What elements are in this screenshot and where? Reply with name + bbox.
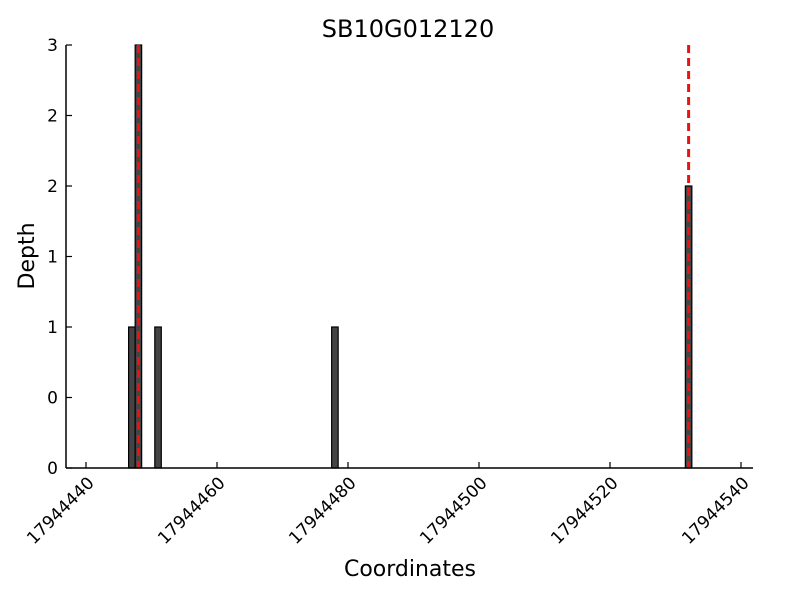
y-ticks-group: 0 0 1 1 2 2 3 [47, 36, 72, 479]
y-tick-label-2: 1 [47, 318, 58, 338]
axes-group [65, 45, 753, 469]
y-tick-label-4: 2 [47, 177, 58, 197]
x-ticks-group: 17944440 17944460 17944480 17944500 17944520… [23, 462, 754, 549]
y-tick-label-5: 2 [47, 107, 58, 127]
x-tick-label-5: 17944540 [678, 473, 753, 548]
y-axis-label: Depth [15, 222, 40, 289]
x-axis-label: Coordinates [344, 557, 476, 582]
bar-2 [154, 326, 162, 469]
y-tick-label-6: 3 [47, 36, 58, 56]
markers-group [136, 45, 691, 468]
y-tick-label-1: 0 [47, 389, 58, 409]
bar-0 [128, 326, 136, 469]
bars-group [128, 44, 693, 469]
x-tick-label-4: 17944520 [547, 473, 622, 548]
bar-3 [331, 326, 339, 469]
x-tick-label-0: 17944440 [23, 473, 98, 548]
x-tick-label-3: 17944500 [416, 473, 491, 548]
y-tick-label-0: 0 [47, 459, 58, 479]
x-tick-label-1: 17944460 [154, 473, 229, 548]
x-tick-label-2: 17944480 [285, 473, 360, 548]
y-tick-label-3: 1 [47, 248, 58, 268]
chart-title: SB10G012120 [322, 15, 494, 43]
